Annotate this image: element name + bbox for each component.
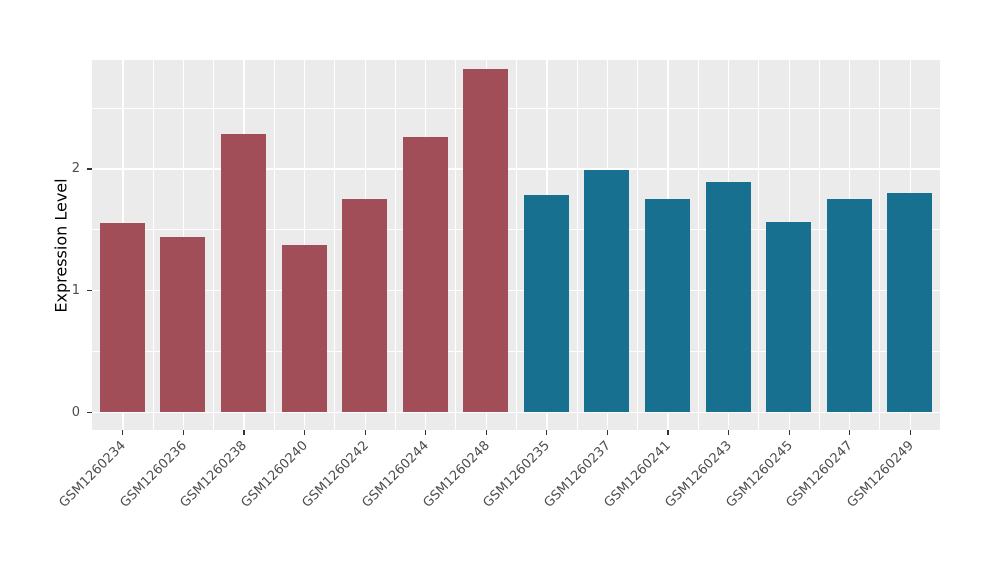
x-tick-mark	[849, 430, 851, 435]
x-tick-mark	[909, 430, 911, 435]
x-tick-mark	[485, 430, 487, 435]
plot-area	[92, 60, 940, 430]
bar-GSM1260249	[887, 192, 933, 412]
bar-GSM1260244	[402, 136, 448, 412]
bar-GSM1260240	[281, 245, 327, 412]
x-tick-mark	[667, 430, 669, 435]
x-tick-mark	[243, 430, 245, 435]
bar-GSM1260236	[160, 236, 206, 412]
x-tick-mark	[546, 430, 548, 435]
minor-vertical-gridline	[152, 60, 154, 430]
minor-vertical-gridline	[213, 60, 214, 430]
y-tick-mark	[87, 168, 92, 170]
bar-GSM1260242	[342, 198, 388, 412]
minor-vertical-gridline	[273, 60, 275, 430]
x-tick-mark	[606, 430, 609, 435]
bar-GSM1260247	[826, 198, 872, 412]
bar-GSM1260245	[766, 222, 812, 412]
bar-GSM1260235	[523, 195, 569, 412]
minor-vertical-gridline	[637, 60, 638, 430]
x-tick-mark	[728, 430, 730, 435]
bar-GSM1260234	[99, 223, 145, 412]
y-tick-mark	[87, 290, 92, 292]
x-tick-label: GSM1260234	[56, 438, 130, 511]
minor-vertical-gridline	[334, 60, 335, 430]
bar-GSM1260241	[644, 198, 690, 412]
vertical-gridline	[304, 60, 306, 430]
x-tick-mark	[182, 430, 185, 435]
bar-GSM1260237	[584, 169, 630, 412]
x-tick-mark	[304, 430, 306, 435]
bar-GSM1260238	[220, 134, 266, 412]
minor-vertical-gridline	[455, 60, 457, 430]
x-tick-mark	[122, 430, 124, 435]
bar-GSM1260243	[705, 181, 751, 412]
bar-GSM1260248	[463, 68, 509, 412]
x-tick-mark	[788, 430, 790, 435]
minor-vertical-gridline	[879, 60, 881, 430]
minor-vertical-gridline	[697, 60, 699, 430]
minor-vertical-gridline	[516, 60, 517, 430]
x-tick-mark	[364, 430, 366, 435]
y-tick-label: 1	[71, 282, 80, 298]
minor-vertical-gridline	[758, 60, 759, 430]
minor-vertical-gridline	[818, 60, 820, 430]
x-tick-mark	[425, 430, 427, 435]
y-tick-mark	[87, 412, 92, 414]
minor-vertical-gridline	[576, 60, 578, 430]
y-tick-label: 0	[71, 404, 80, 420]
minor-vertical-gridline	[394, 60, 396, 430]
y-tick-label: 2	[71, 160, 80, 176]
